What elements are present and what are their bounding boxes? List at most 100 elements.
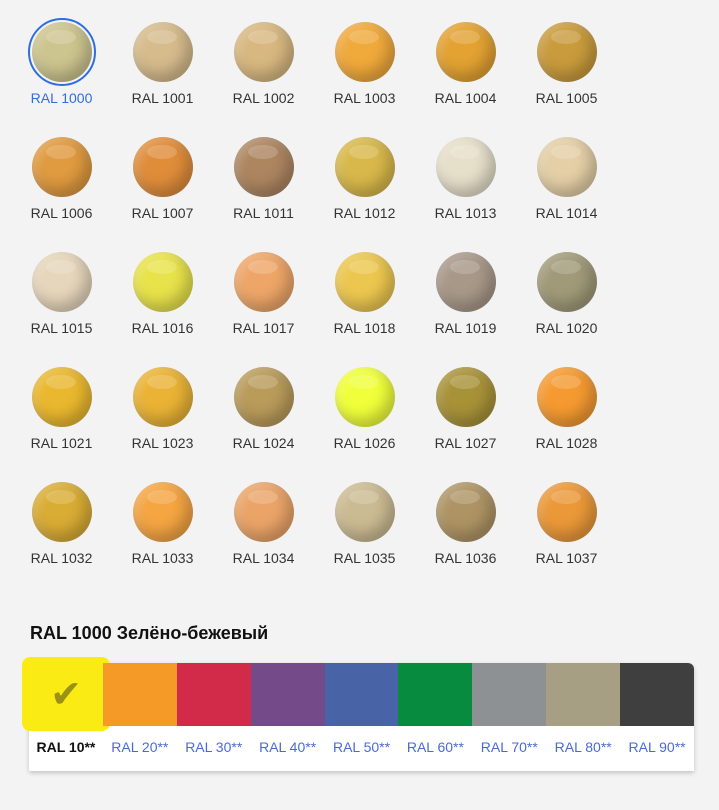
color-label: RAL 1019 bbox=[434, 320, 497, 336]
color-label: RAL 1033 bbox=[131, 550, 194, 566]
color-ball bbox=[334, 367, 395, 427]
palette-tab[interactable]: RAL 90** bbox=[620, 663, 695, 771]
color-swatch[interactable]: RAL 1000 bbox=[11, 18, 112, 137]
color-label: RAL 1002 bbox=[232, 90, 295, 106]
color-label: RAL 1035 bbox=[333, 550, 396, 566]
color-ball bbox=[27, 18, 96, 86]
palette-tab[interactable]: RAL 50** bbox=[324, 663, 399, 771]
color-swatch[interactable]: RAL 1032 bbox=[11, 482, 112, 597]
color-swatch[interactable]: RAL 1033 bbox=[112, 482, 213, 597]
color-label: RAL 1012 bbox=[333, 205, 396, 221]
palette-tab[interactable]: RAL 30** bbox=[176, 663, 251, 771]
color-label: RAL 1023 bbox=[131, 435, 194, 451]
color-ball bbox=[132, 252, 193, 312]
palette-tab[interactable]: RAL 70** bbox=[472, 663, 547, 771]
color-label: RAL 1037 bbox=[535, 550, 598, 566]
color-ball bbox=[31, 252, 92, 312]
palette-label: RAL 80** bbox=[554, 739, 612, 755]
checkmark-icon: ✔ bbox=[50, 673, 82, 716]
color-ball bbox=[233, 137, 294, 197]
color-swatch[interactable]: RAL 1004 bbox=[415, 22, 516, 137]
palette-tab[interactable]: RAL 20** bbox=[102, 663, 177, 771]
color-ball bbox=[334, 252, 395, 312]
color-swatch[interactable]: RAL 1001 bbox=[112, 22, 213, 137]
color-label: RAL 1032 bbox=[30, 550, 93, 566]
color-swatch[interactable]: RAL 1017 bbox=[213, 252, 314, 367]
color-ball bbox=[233, 252, 294, 312]
palette-label: RAL 90** bbox=[628, 739, 686, 755]
color-swatch[interactable]: RAL 1015 bbox=[11, 252, 112, 367]
color-label: RAL 1013 bbox=[434, 205, 497, 221]
color-label: RAL 1020 bbox=[535, 320, 598, 336]
color-swatch[interactable]: RAL 1020 bbox=[516, 252, 617, 367]
color-swatch[interactable]: RAL 1005 bbox=[516, 22, 617, 137]
color-ball bbox=[536, 367, 597, 427]
palette-tab[interactable]: RAL 40** bbox=[250, 663, 325, 771]
color-swatch[interactable]: RAL 1013 bbox=[415, 137, 516, 252]
color-ball bbox=[132, 137, 193, 197]
palette-label: RAL 60** bbox=[406, 739, 464, 755]
palette-swatch bbox=[546, 663, 621, 726]
color-ball bbox=[233, 22, 294, 82]
color-label: RAL 1003 bbox=[333, 90, 396, 106]
color-swatch[interactable]: RAL 1023 bbox=[112, 367, 213, 482]
color-swatch[interactable]: RAL 1028 bbox=[516, 367, 617, 482]
color-swatch[interactable]: RAL 1016 bbox=[112, 252, 213, 367]
color-swatch[interactable]: RAL 1002 bbox=[213, 22, 314, 137]
color-label: RAL 1021 bbox=[30, 435, 93, 451]
selected-color-title: RAL 1000 Зелёно-бежевый bbox=[30, 623, 269, 643]
palette-label: RAL 50** bbox=[332, 739, 391, 755]
palette-swatch bbox=[620, 663, 695, 726]
palette-tab[interactable]: RAL 80** bbox=[546, 663, 621, 771]
color-swatch[interactable]: RAL 1021 bbox=[11, 367, 112, 482]
color-label: RAL 1026 bbox=[333, 435, 396, 451]
color-label: RAL 1007 bbox=[131, 205, 194, 221]
color-ball bbox=[435, 137, 496, 197]
color-label: RAL 1014 bbox=[535, 205, 598, 221]
color-swatch[interactable]: RAL 1011 bbox=[213, 137, 314, 252]
color-swatch[interactable]: RAL 1012 bbox=[314, 137, 415, 252]
color-swatch[interactable]: RAL 1003 bbox=[314, 22, 415, 137]
color-label: RAL 1036 bbox=[434, 550, 497, 566]
color-ball bbox=[435, 22, 496, 82]
color-grid: RAL 1000 RAL 1001 RAL 1002 RAL 1003 RAL 1004… bbox=[11, 18, 617, 597]
color-swatch[interactable]: RAL 1035 bbox=[314, 482, 415, 597]
color-swatch[interactable]: RAL 1007 bbox=[112, 137, 213, 252]
color-label: RAL 1001 bbox=[131, 90, 194, 106]
color-ball bbox=[31, 137, 92, 197]
color-swatch[interactable]: RAL 1027 bbox=[415, 367, 516, 482]
color-swatch[interactable]: RAL 1037 bbox=[516, 482, 617, 597]
color-ball bbox=[435, 482, 496, 542]
palette-swatch bbox=[176, 663, 251, 726]
color-ball bbox=[233, 482, 294, 542]
color-swatch[interactable]: RAL 1024 bbox=[213, 367, 314, 482]
color-label: RAL 1016 bbox=[131, 320, 194, 336]
color-ball bbox=[536, 252, 597, 312]
palette-label: RAL 30** bbox=[185, 739, 243, 755]
color-label: RAL 1005 bbox=[535, 90, 598, 106]
color-ball bbox=[536, 22, 597, 82]
color-swatch[interactable]: RAL 1019 bbox=[415, 252, 516, 367]
color-swatch[interactable]: RAL 1006 bbox=[11, 137, 112, 252]
color-swatch[interactable]: RAL 1018 bbox=[314, 252, 415, 367]
palette-label: RAL 40** bbox=[259, 739, 317, 755]
color-swatch[interactable]: RAL 1036 bbox=[415, 482, 516, 597]
color-label: RAL 1024 bbox=[232, 435, 295, 451]
color-label: RAL 1004 bbox=[434, 90, 497, 106]
palette-swatch bbox=[250, 663, 325, 726]
color-ball bbox=[435, 367, 496, 427]
color-swatch[interactable]: RAL 1026 bbox=[314, 367, 415, 482]
color-ball bbox=[233, 367, 294, 427]
palette-tab[interactable]: RAL 60** bbox=[398, 663, 473, 771]
palette-tab[interactable]: RAL 10** ✔ bbox=[22, 657, 110, 771]
color-ball bbox=[536, 482, 597, 542]
color-ball bbox=[31, 367, 92, 427]
palette-swatch bbox=[398, 663, 473, 726]
palette-label: RAL 20** bbox=[111, 739, 169, 755]
color-label: RAL 1018 bbox=[333, 320, 396, 336]
color-ball bbox=[132, 482, 193, 542]
palette-label: RAL 70** bbox=[480, 739, 538, 755]
color-swatch[interactable]: RAL 1034 bbox=[213, 482, 314, 597]
color-label: RAL 1027 bbox=[434, 435, 497, 451]
color-swatch[interactable]: RAL 1014 bbox=[516, 137, 617, 252]
